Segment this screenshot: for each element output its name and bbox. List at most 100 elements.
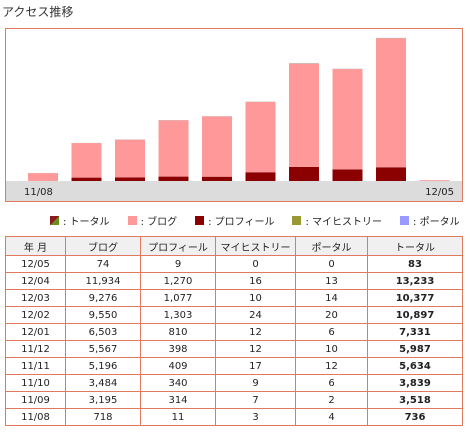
table-cell-total: 83 (367, 255, 463, 273)
legend-total-swatch (50, 216, 59, 225)
table-cell: 11,934 (65, 272, 141, 290)
bar-segment-12-05 (419, 180, 450, 181)
table-cell: 20 (295, 306, 368, 324)
table-cell: 12 (215, 323, 296, 341)
x-axis-band (6, 181, 462, 201)
table-cell: 810 (140, 323, 216, 341)
legend-portal-label: : ポータル (413, 217, 460, 228)
legend-blog-label: : ブログ (140, 217, 178, 228)
bar-segment-11-11 (158, 120, 189, 177)
bar-segment-11-11 (158, 176, 189, 181)
table-cell: 11/11 (5, 357, 66, 375)
table-cell: 9,276 (65, 289, 141, 307)
table-cell: 16 (215, 272, 296, 290)
table-cell-total: 10,377 (367, 289, 463, 307)
table-cell: 12/02 (5, 306, 66, 324)
x-tick-label-start: 11/08 (24, 187, 53, 198)
col-header-blog: ブログ (65, 236, 141, 256)
table-cell: 24 (215, 306, 296, 324)
table-cell: 11/12 (5, 340, 66, 358)
table-cell: 74 (65, 255, 141, 273)
table-cell: 3 (215, 408, 296, 426)
bar-segment-11-09 (71, 177, 102, 181)
table-cell: 12/01 (5, 323, 66, 341)
table-header-row: 年 月 ブログ プロフィール マイヒストリー ポータル トータル (5, 236, 463, 256)
chart-svg: 11/08 12/05 (6, 37, 462, 201)
chart-legend: : トータル : ブログ : プロフィール : マイヒストリー : ポータル (50, 213, 460, 228)
bar-segment-11-12 (202, 116, 232, 177)
table-cell: 10 (295, 340, 368, 358)
bar-segment-12-02 (289, 166, 319, 181)
table-row: 11/08 718 11 3 4 736 (5, 408, 463, 426)
table-cell: 11/10 (5, 374, 66, 392)
table-cell: 9,550 (65, 306, 141, 324)
legend-portal-swatch (400, 216, 410, 225)
legend-profile-label: : プロフィール (208, 217, 275, 228)
bar-segment-11-10 (115, 177, 145, 181)
table-cell: 6 (295, 374, 368, 392)
bar-segment-12-04 (376, 167, 406, 181)
table-cell: 1,270 (140, 272, 216, 290)
access-chart: 11/08 12/05 (5, 28, 463, 202)
table-cell: 340 (140, 374, 216, 392)
table-cell: 12/05 (5, 255, 66, 273)
table-cell: 12 (215, 340, 296, 358)
table-cell: 5,567 (65, 340, 141, 358)
table-cell: 7 (215, 391, 296, 409)
table-row: 12/04 11,934 1,270 16 13 13,233 (5, 272, 463, 290)
table-cell: 13 (295, 272, 368, 290)
bar-segment-11-12 (202, 176, 232, 181)
table-cell: 11 (140, 408, 216, 426)
table-cell-total: 736 (367, 408, 463, 426)
bar-segment-12-03 (332, 169, 363, 181)
table-cell: 409 (140, 357, 216, 375)
table-cell-total: 5,634 (367, 357, 463, 375)
legend-profile-swatch (195, 216, 205, 225)
bar-segment-12-01 (245, 101, 276, 173)
table-cell: 12/04 (5, 272, 66, 290)
col-header-month: 年 月 (5, 236, 66, 256)
table-cell: 3,484 (65, 374, 141, 392)
table-row: 11/12 5,567 398 12 10 5,987 (5, 340, 463, 358)
table-body: 12/05 74 9 0 0 83 12/04 11,934 1,270 16 13 13,233 12… (5, 255, 463, 426)
table-cell: 12/03 (5, 289, 66, 307)
legend-blog: : ブログ (127, 213, 178, 228)
bar-segment-12-03 (332, 69, 363, 170)
table-row: 12/03 9,276 1,077 10 14 10,377 (5, 289, 463, 307)
bar-segment-12-04 (376, 38, 406, 168)
table-cell: 314 (140, 391, 216, 409)
table-cell: 6,503 (65, 323, 141, 341)
legend-history-swatch (292, 216, 302, 225)
table-cell: 11/08 (5, 408, 66, 426)
table-cell: 2 (295, 391, 368, 409)
bar-segment-11-08 (28, 173, 58, 181)
table-cell-total: 7,331 (367, 323, 463, 341)
legend-history-label: : マイヒストリー (305, 217, 383, 228)
col-header-total: トータル (367, 236, 463, 256)
col-header-portal: ポータル (295, 236, 368, 256)
legend-total-label: : トータル (63, 217, 110, 228)
table-row: 12/01 6,503 810 12 6 7,331 (5, 323, 463, 341)
table-cell-total: 13,233 (367, 272, 463, 290)
table-cell: 718 (65, 408, 141, 426)
bar-segment-11-10 (115, 139, 145, 178)
table-cell: 9 (215, 374, 296, 392)
access-table: 年 月 ブログ プロフィール マイヒストリー ポータル トータル 12/05 74… (5, 236, 463, 426)
table-cell: 1,303 (140, 306, 216, 324)
legend-history: : マイヒストリー (292, 213, 382, 228)
table-row: 12/05 74 9 0 0 83 (5, 255, 463, 273)
page-title: アクセス推移 (2, 5, 74, 19)
table-cell: 17 (215, 357, 296, 375)
col-header-history: マイヒストリー (215, 236, 296, 256)
table-cell-total: 3,518 (367, 391, 463, 409)
table-cell: 11/09 (5, 391, 66, 409)
table-row: 11/11 5,196 409 17 12 5,634 (5, 357, 463, 375)
table-cell: 398 (140, 340, 216, 358)
table-cell: 0 (295, 255, 368, 273)
table-cell: 3,195 (65, 391, 141, 409)
table-cell: 9 (140, 255, 216, 273)
table-cell: 6 (295, 323, 368, 341)
table-cell: 5,196 (65, 357, 141, 375)
table-row: 11/10 3,484 340 9 6 3,839 (5, 374, 463, 392)
table-cell: 14 (295, 289, 368, 307)
